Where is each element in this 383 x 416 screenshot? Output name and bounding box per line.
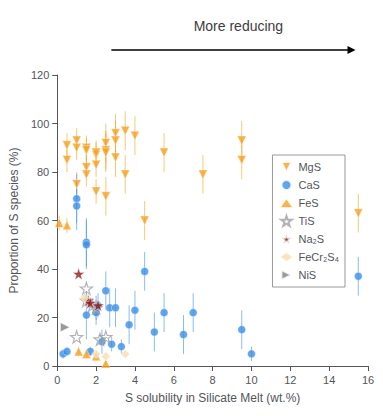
svg-text:6: 6 xyxy=(171,374,177,386)
svg-text:FeCr₂S₄: FeCr₂S₄ xyxy=(298,251,339,263)
svg-text:More reducing: More reducing xyxy=(194,18,284,34)
svg-text:100: 100 xyxy=(31,118,49,130)
svg-text:4: 4 xyxy=(132,374,138,386)
svg-text:Proportion of S species (%): Proportion of S species (%) xyxy=(7,147,21,293)
svg-text:10: 10 xyxy=(245,374,257,386)
svg-text:0: 0 xyxy=(43,360,49,372)
svg-text:MgS: MgS xyxy=(298,161,321,173)
svg-text:60: 60 xyxy=(37,215,49,227)
svg-text:16: 16 xyxy=(362,374,374,386)
svg-text:FeS: FeS xyxy=(298,197,318,209)
svg-text:TiS: TiS xyxy=(298,215,314,227)
svg-text:120: 120 xyxy=(31,69,49,81)
svg-text:20: 20 xyxy=(37,312,49,324)
svg-text:14: 14 xyxy=(323,374,335,386)
svg-text:Na₂S: Na₂S xyxy=(298,233,324,245)
svg-text:S solubility in Silicate Melt: S solubility in Silicate Melt (wt.%) xyxy=(125,391,300,405)
svg-text:8: 8 xyxy=(210,374,216,386)
svg-text:40: 40 xyxy=(37,263,49,275)
svg-text:CaS: CaS xyxy=(298,179,319,191)
svg-text:NiS: NiS xyxy=(298,269,316,281)
svg-text:12: 12 xyxy=(284,374,296,386)
svg-text:80: 80 xyxy=(37,166,49,178)
svg-text:2: 2 xyxy=(93,374,99,386)
svg-text:0: 0 xyxy=(54,374,60,386)
